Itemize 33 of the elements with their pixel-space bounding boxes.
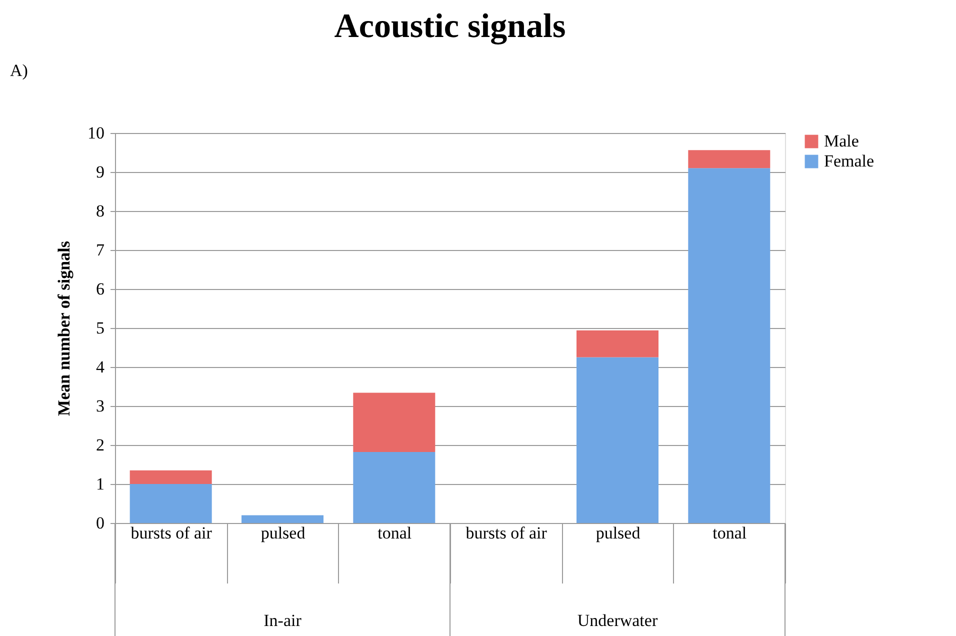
bar xyxy=(576,330,658,358)
bar xyxy=(353,392,436,452)
legend-label: Male xyxy=(824,132,859,150)
y-tick-label: 0 xyxy=(96,514,104,532)
bar xyxy=(130,484,212,523)
y-tick-label: 5 xyxy=(96,318,104,338)
y-tick-label: 10 xyxy=(88,124,104,142)
bar xyxy=(130,470,212,484)
x-tick-label: bursts of air xyxy=(130,524,212,542)
x-tick-label: bursts of air xyxy=(466,524,548,542)
y-tick-label: 7 xyxy=(96,240,105,260)
x-tick-label: pulsed xyxy=(596,524,641,542)
text: Underwater xyxy=(577,611,658,630)
x-tick-label: pulsed xyxy=(260,524,306,542)
y-tick-label: 2 xyxy=(96,436,104,454)
x-tick-label: tonal xyxy=(712,524,747,542)
bar xyxy=(576,357,658,523)
y-tick-label: 4 xyxy=(96,358,105,376)
y-axis-title: Mean number of signals xyxy=(54,240,74,416)
y-tick-label: 6 xyxy=(96,280,104,298)
y-tick-label: 3 xyxy=(96,396,104,416)
text: In-air xyxy=(264,611,302,630)
text: A) xyxy=(10,61,28,80)
x-tick-label: tonal xyxy=(378,524,412,542)
chart-title: Acoustic signals xyxy=(334,8,566,45)
bar xyxy=(242,515,324,523)
legend-label: Female xyxy=(824,152,874,170)
y-tick-label: 9 xyxy=(96,162,104,182)
y-tick-label: 8 xyxy=(96,202,104,220)
bar xyxy=(353,452,436,523)
bar xyxy=(688,150,770,168)
y-tick-label: 1 xyxy=(96,474,104,494)
bar xyxy=(688,168,770,523)
